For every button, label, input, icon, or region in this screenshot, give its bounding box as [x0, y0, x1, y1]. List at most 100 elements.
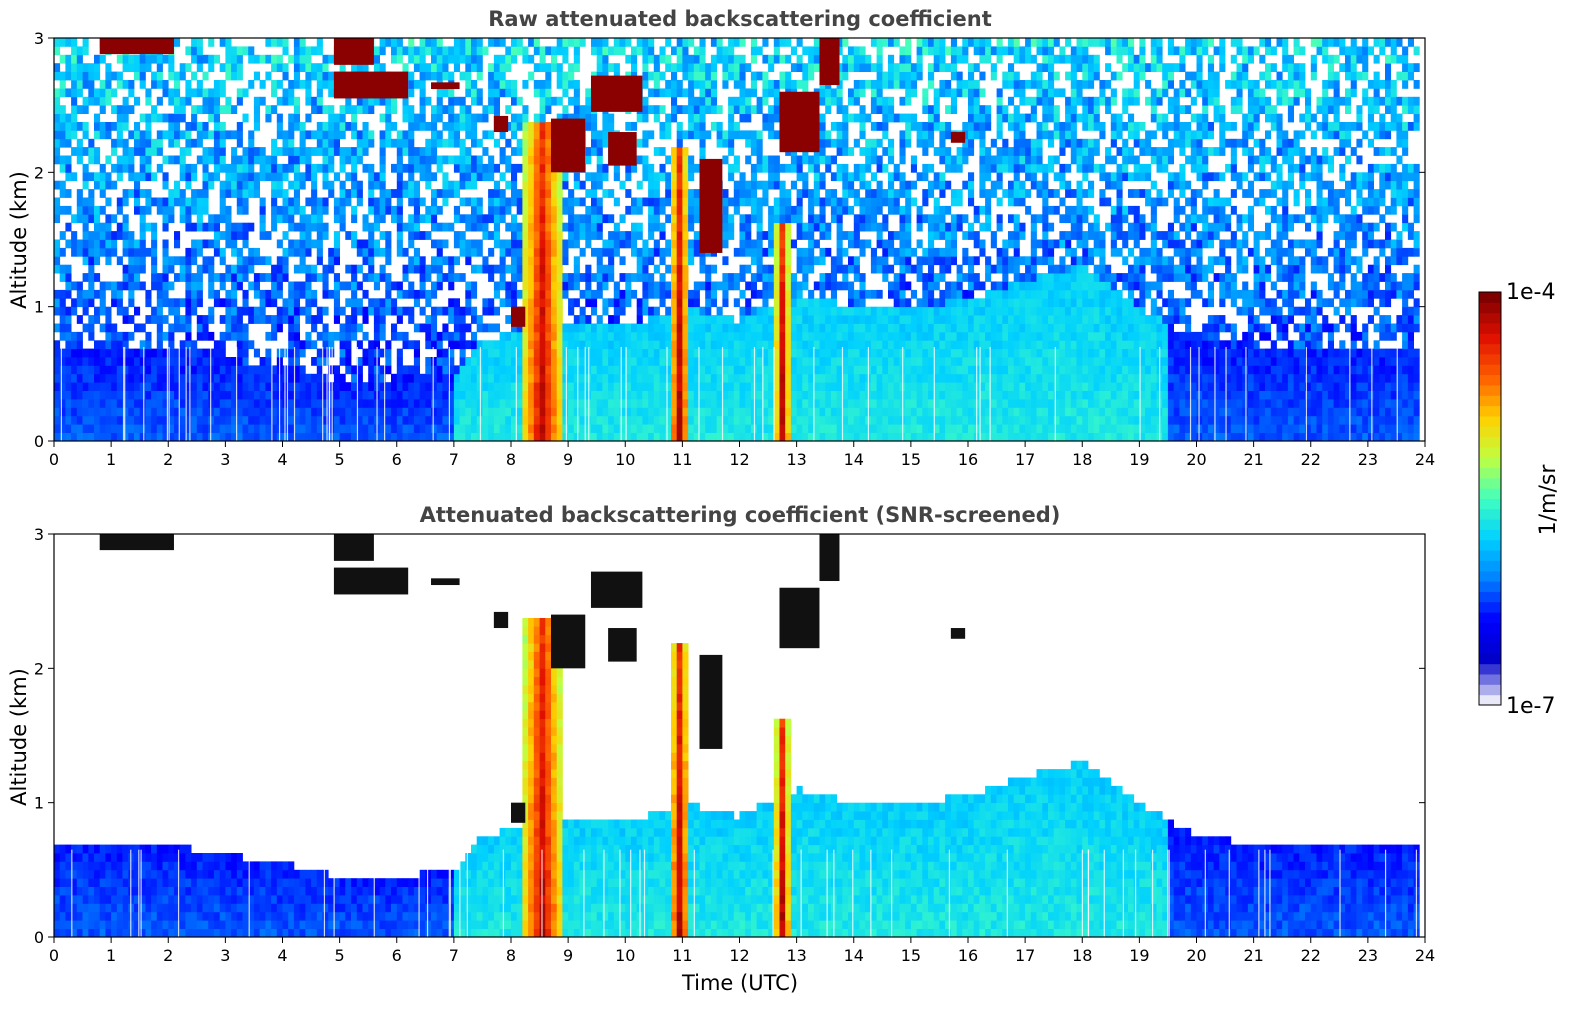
- cloud-patch: [950, 132, 966, 143]
- x-tick-label: 6: [392, 946, 402, 965]
- colorbar-band: [1479, 570, 1501, 582]
- colorbar-band: [1479, 498, 1501, 510]
- x-tick-label: 24: [1415, 450, 1435, 469]
- x-tick-label: 21: [1243, 946, 1263, 965]
- raw-backscatter-panel: Raw attenuated backscattering coefficien…: [7, 7, 1435, 469]
- colorbar-band: [1479, 663, 1501, 675]
- colorbar-band: [1479, 581, 1501, 592]
- colorbar-band: [1479, 302, 1501, 314]
- cloud-patch: [608, 628, 637, 662]
- cloud-patch: [333, 534, 374, 561]
- y-tick-label: 1: [34, 794, 44, 813]
- colorbar-band: [1479, 550, 1501, 561]
- cloud-patch: [333, 567, 409, 595]
- x-tick-label: 16: [958, 946, 978, 965]
- colorbar-band: [1479, 436, 1501, 448]
- x-tick-label: 7: [449, 946, 459, 965]
- colorbar-band: [1479, 292, 1501, 303]
- colorbar-band: [1479, 622, 1501, 634]
- colorbar-band: [1479, 508, 1501, 520]
- colorbar-band: [1479, 374, 1501, 386]
- colorbar-frame: [1478, 291, 1502, 706]
- colorbar-band: [1479, 529, 1501, 541]
- screened-backscatter-panel: Attenuated backscattering coefficient (S…: [7, 503, 1435, 995]
- x-tick-label: 17: [1015, 946, 1035, 965]
- x-tick-label: 12: [729, 946, 749, 965]
- cloud-patch: [493, 115, 509, 133]
- cloud-patch: [699, 654, 723, 749]
- x-tick-label: 8: [506, 946, 516, 965]
- x-tick-label: 9: [563, 946, 573, 965]
- cloud-patch: [333, 71, 409, 99]
- cloud-patch: [819, 38, 840, 86]
- x-tick-label: 18: [1072, 450, 1092, 469]
- x-tick-label: 20: [1186, 450, 1206, 469]
- x-tick-label: 2: [163, 450, 173, 469]
- colorbar-band: [1479, 364, 1501, 376]
- colorbar-band: [1479, 457, 1501, 468]
- x-tick-label: 12: [729, 450, 749, 469]
- colorbar-band: [1479, 405, 1501, 417]
- colorbar-band: [1479, 643, 1501, 654]
- x-tick-label: 15: [901, 450, 921, 469]
- cloud-patch: [99, 38, 174, 55]
- x-tick-label: 23: [1358, 450, 1378, 469]
- x-tick-label: 20: [1186, 946, 1206, 965]
- cloud-patch: [608, 132, 637, 166]
- colorbar-band: [1479, 539, 1501, 551]
- screened-backscatter-heatmap: [54, 534, 1425, 938]
- colorbar-max-label: 1e-4: [1506, 280, 1555, 305]
- cloud-patch: [431, 578, 460, 586]
- colorbar-band: [1479, 674, 1501, 685]
- cloud-patch: [699, 158, 723, 253]
- y-tick-label: 2: [34, 163, 44, 182]
- colorbar-band: [1479, 467, 1501, 479]
- colorbar-unit-label: 1/m/sr: [1536, 464, 1561, 536]
- x-tick-label: 2: [163, 946, 173, 965]
- colorbar-band: [1479, 415, 1501, 427]
- colorbar-band: [1479, 312, 1501, 324]
- cloud-patch: [819, 534, 840, 582]
- panel-1-y-label: Altitude (km): [7, 171, 31, 309]
- colorbar-band: [1479, 612, 1501, 623]
- cloud-patch: [590, 571, 643, 608]
- x-tick-label: 18: [1072, 946, 1092, 965]
- x-tick-label: 4: [277, 946, 287, 965]
- colorbar-scale: [1479, 292, 1501, 706]
- x-tick-label: 14: [844, 946, 864, 965]
- y-tick-label: 0: [34, 928, 44, 947]
- cloud-patch: [511, 306, 526, 327]
- y-tick-label: 3: [34, 29, 44, 48]
- x-tick-label: 8: [506, 450, 516, 469]
- colorbar-band: [1479, 333, 1501, 345]
- cloud-patch: [550, 118, 586, 173]
- x-tick-label: 5: [335, 946, 345, 965]
- x-tick-label: 13: [786, 450, 806, 469]
- x-tick-label: 16: [958, 450, 978, 469]
- colorbar-band: [1479, 488, 1501, 499]
- colorbar-band: [1479, 426, 1501, 437]
- cloud-patch: [950, 628, 966, 639]
- x-axis-label: Time (UTC): [681, 971, 798, 995]
- colorbar-min-label: 1e-7: [1506, 694, 1555, 719]
- colorbar-band: [1479, 560, 1501, 572]
- raw-backscatter-heatmap: [54, 38, 1425, 442]
- panel-2-ticks: 0 1 2 3 4 5 6 7 8 9 10 11 12 13 14 15 16 17 18 19 20 21 22 23 24…: [34, 525, 1435, 965]
- colorbar-band: [1479, 343, 1501, 355]
- x-tick-label: 1: [106, 946, 116, 965]
- x-tick-label: 3: [220, 946, 230, 965]
- x-tick-label: 5: [335, 450, 345, 469]
- x-tick-label: 22: [1301, 450, 1321, 469]
- x-tick-label: 7: [449, 450, 459, 469]
- y-tick-label: 3: [34, 525, 44, 544]
- colorbar-band: [1479, 477, 1501, 489]
- x-tick-label: 3: [220, 450, 230, 469]
- x-tick-label: 1: [106, 450, 116, 469]
- x-tick-label: 14: [844, 450, 864, 469]
- x-tick-label: 21: [1243, 450, 1263, 469]
- x-tick-label: 24: [1415, 946, 1435, 965]
- colorbar-band: [1479, 353, 1501, 365]
- cloud-patch: [779, 587, 820, 649]
- colorbar-band: [1479, 395, 1501, 407]
